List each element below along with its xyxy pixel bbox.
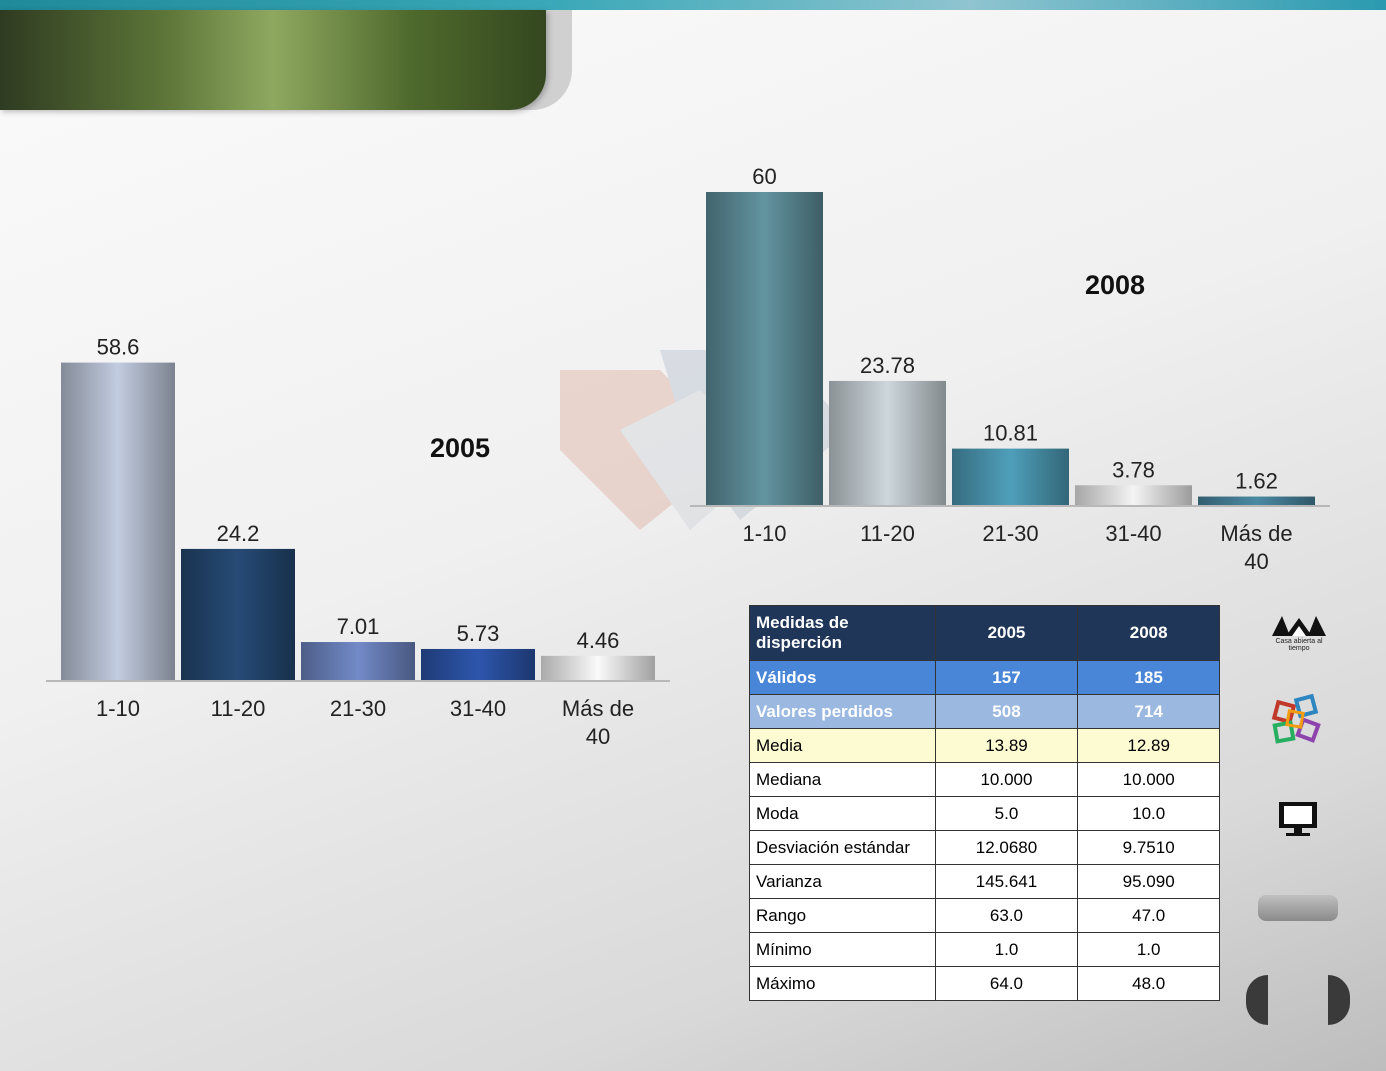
table-header-2005: 2005: [934, 605, 1079, 661]
row-label: Válidos: [749, 660, 936, 695]
row-label: Varianza: [749, 864, 936, 899]
tick-label: 40: [1244, 549, 1268, 574]
table-header-measures: Medidas de disperción: [749, 605, 936, 661]
row-label: Mínimo: [749, 932, 936, 967]
value-2008: 10.0: [1077, 796, 1220, 831]
tick-label: 31-40: [450, 696, 506, 721]
tick-label: Más de: [1220, 521, 1292, 546]
data-label: 58.6: [97, 335, 140, 360]
tick-label: 11-20: [860, 521, 915, 546]
data-label: 7.01: [337, 614, 380, 639]
table-row: Media 13.89 12.89: [749, 728, 1220, 763]
value-2005: 64.0: [934, 966, 1079, 1001]
table-row: Varianza 145.641 95.090: [749, 864, 1220, 899]
row-label: Valores perdidos: [749, 694, 936, 729]
value-2008: 12.89: [1077, 728, 1220, 763]
tick-label: 31-40: [1105, 521, 1161, 546]
chart-2005: 2005 58.6 1-10 24.2 11-20 7.01 21-30 5.73 31-40 4…: [46, 335, 670, 749]
value-2005: 145.641: [934, 864, 1079, 899]
nav-home-button[interactable]: [1258, 895, 1338, 921]
table-header-row: Medidas de disperción 2005 2008: [749, 605, 1220, 661]
value-2005: 5.0: [934, 796, 1079, 831]
table-row: Máximo 64.0 48.0: [749, 966, 1220, 1001]
data-label: 60: [752, 164, 776, 189]
table-row: Válidos 157 185: [749, 660, 1220, 695]
value-2005: 10.000: [934, 762, 1079, 797]
table-row: Moda 5.0 10.0: [749, 796, 1220, 831]
table-row: Mediana 10.000 10.000: [749, 762, 1220, 797]
data-label: 3.78: [1112, 457, 1155, 482]
table-row: Mínimo 1.0 1.0: [749, 932, 1220, 967]
tick-label: 1-10: [96, 696, 140, 721]
value-2008: 10.000: [1077, 762, 1220, 797]
bar-11-20: [181, 548, 295, 680]
next-slide-button[interactable]: [1328, 975, 1350, 1025]
logo-caption: Casa abierta al tiempo: [1275, 638, 1323, 652]
bar-más-de-40: [541, 655, 655, 680]
value-2005: 63.0: [934, 898, 1079, 933]
value-2008: 95.090: [1077, 864, 1220, 899]
top-accent-bar: [0, 0, 1386, 10]
chart-title: 2005: [430, 433, 490, 463]
value-2008: 185: [1077, 660, 1220, 695]
bar-más-de-40: [1198, 496, 1315, 505]
row-label: Moda: [749, 796, 936, 831]
tick-label: 40: [586, 724, 610, 749]
value-2005: 508: [934, 694, 1079, 729]
value-2008: 714: [1077, 694, 1220, 729]
table-header-2008: 2008: [1077, 605, 1220, 661]
title-tab: [0, 10, 546, 110]
tick-label: 11-20: [211, 696, 266, 721]
bar-31-40: [421, 648, 535, 680]
value-2008: 9.7510: [1077, 830, 1220, 865]
row-label: Rango: [749, 898, 936, 933]
data-label: 24.2: [217, 521, 260, 546]
data-label: 1.62: [1235, 469, 1278, 494]
bar-1-10: [61, 362, 175, 680]
tick-label: Más de: [562, 696, 634, 721]
tick-label: 21-30: [982, 521, 1038, 546]
bar-1-10: [706, 192, 823, 505]
chart-title: 2008: [1085, 270, 1145, 300]
value-2005: 157: [934, 660, 1079, 695]
dispersion-table: Medidas de disperción 2005 2008 Válidos 1…: [749, 605, 1220, 1001]
value-2005: 12.0680: [934, 830, 1079, 865]
tick-label: 1-10: [742, 521, 786, 546]
tick-label: 21-30: [330, 696, 386, 721]
data-label: 5.73: [457, 621, 500, 646]
table-row: Valores perdidos 508 714: [749, 694, 1220, 729]
value-2005: 1.0: [934, 932, 1079, 967]
bar-11-20: [829, 380, 946, 505]
value-2008: 47.0: [1077, 898, 1220, 933]
bar-21-30: [952, 448, 1069, 505]
row-label: Media: [749, 728, 936, 763]
row-label: Máximo: [749, 966, 936, 1001]
table-row: Rango 63.0 47.0: [749, 898, 1220, 933]
data-label: 10.81: [983, 421, 1038, 446]
row-label: Desviación estándar: [749, 830, 936, 865]
data-label: 4.46: [577, 628, 620, 653]
bar-31-40: [1075, 485, 1192, 505]
row-label: Mediana: [749, 762, 936, 797]
previous-slide-button[interactable]: [1246, 975, 1268, 1025]
value-2008: 48.0: [1077, 966, 1220, 1001]
data-label: 23.78: [860, 353, 915, 378]
chart-2008: 2008 60 1-10 23.78 11-20 10.81 21-30 3.78 31-40 1…: [690, 164, 1330, 574]
value-2008: 1.0: [1077, 932, 1220, 967]
value-2005: 13.89: [934, 728, 1079, 763]
bar-21-30: [301, 642, 415, 680]
cubes-icon[interactable]: [1270, 690, 1326, 748]
table-row: Desviación estándar 12.0680 9.7510: [749, 830, 1220, 865]
uam-logo-icon[interactable]: [1270, 614, 1328, 638]
monitor-icon[interactable]: [1276, 800, 1320, 838]
